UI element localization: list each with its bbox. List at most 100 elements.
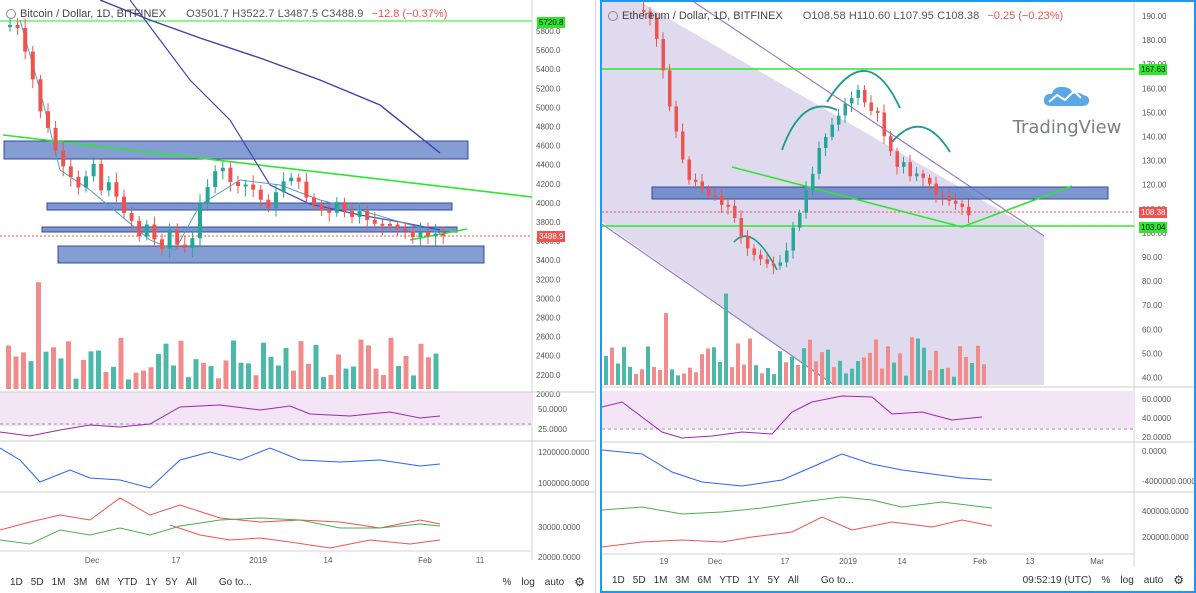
price-axis-label: 40.00 — [1142, 374, 1163, 383]
candle-body — [778, 262, 782, 266]
timeframe-ytd[interactable]: YTD — [117, 576, 138, 588]
rsi-line — [0, 404, 441, 437]
bitcoin-chart-canvas[interactable]: 5800.0 5600.0 5400.0 5200.0 5000.0 4800.0 4600… — [0, 0, 596, 571]
ma-fast — [19, 19, 441, 251]
timeframe-1d[interactable]: 1D — [612, 574, 625, 586]
timeframe-all[interactable]: All — [185, 576, 197, 588]
candle-body — [674, 106, 678, 132]
eye-icon[interactable] — [608, 11, 618, 21]
timeframe-1d[interactable]: 1D — [10, 576, 23, 588]
volume-bar — [958, 346, 962, 385]
volume-bar — [628, 366, 632, 385]
bitcoin-legend: Bitcoin / Dollar, 1D, BITFINEX O3501.7 H… — [6, 8, 447, 20]
timeframe-6m[interactable]: 6M — [697, 574, 712, 586]
volume-bar — [283, 348, 289, 389]
candle-body — [895, 151, 899, 167]
ethereum-chart-panel[interactable]: 190.00180.00170.00160.00150.00140.00130.… — [600, 0, 1196, 593]
volume-bar — [946, 367, 950, 385]
right-shoulder-arc — [891, 125, 951, 153]
timeframe-1y[interactable]: 1Y — [747, 574, 760, 586]
candle-body — [960, 203, 964, 207]
rsi-axis-label: 60.0000 — [1142, 395, 1171, 404]
percent-toggle[interactable]: % — [1101, 574, 1111, 586]
time-axis-label: 14 — [898, 557, 907, 566]
volume-bar — [336, 354, 341, 389]
timeframe-5y[interactable]: 5Y — [767, 574, 780, 586]
volume-bar — [178, 340, 184, 389]
timeframe-3m[interactable]: 3M — [675, 574, 690, 586]
volume-bar — [433, 353, 439, 389]
gear-icon[interactable]: ⚙ — [1173, 573, 1184, 587]
goto-button[interactable]: Go to... — [820, 574, 854, 586]
bitcoin-symbol[interactable]: Bitcoin / Dollar, 1D, BITFINEX — [20, 8, 167, 20]
volume-bar — [880, 368, 884, 385]
volume-bar — [868, 352, 872, 385]
volume-bar — [718, 361, 722, 385]
volume-bar — [73, 378, 79, 389]
timeframe-5d[interactable]: 5D — [30, 576, 44, 588]
volume-bar — [253, 375, 259, 389]
volume-bar — [910, 337, 914, 385]
percent-toggle[interactable]: % — [502, 576, 512, 588]
candle-body — [772, 263, 776, 266]
candle-body — [15, 24, 20, 28]
auto-toggle[interactable]: auto — [544, 576, 565, 588]
ethereum-last-price-tag: 108.38 — [1139, 207, 1168, 218]
gear-icon[interactable]: ⚙ — [574, 575, 585, 589]
log-toggle[interactable]: log — [521, 576, 535, 588]
price-axis-label: 5000.0 — [536, 103, 561, 112]
auto-toggle[interactable]: auto — [1143, 574, 1164, 586]
dmi-minus-line — [0, 517, 441, 545]
volume-bar — [916, 338, 920, 385]
timeframe-3m[interactable]: 3M — [73, 576, 88, 588]
timeframe-1y[interactable]: 1Y — [145, 576, 158, 588]
ethereum-symbol[interactable]: Ethereum / Dollar, 1D, BITFINEX — [622, 10, 783, 22]
volume-bar — [724, 293, 728, 385]
volume-bar — [313, 344, 319, 389]
candle-body — [243, 184, 248, 187]
candle-body — [220, 167, 225, 172]
price-axis-label: 3800.0 — [536, 218, 561, 227]
head-arc — [826, 70, 901, 109]
time-axis-label: Feb — [418, 556, 432, 565]
eye-icon[interactable] — [6, 9, 16, 19]
candle-body — [251, 184, 256, 190]
price-axis-label: 120.00 — [1142, 181, 1167, 190]
ethereum-change: −0.25 (−0.23%) — [987, 10, 1064, 22]
goto-button[interactable]: Go to... — [218, 576, 252, 588]
price-axis-label: 4600.0 — [536, 142, 561, 151]
volume-bar — [802, 348, 806, 385]
log-toggle[interactable]: log — [1120, 574, 1134, 586]
candle-body — [876, 110, 880, 113]
dmi-adx-line — [169, 524, 441, 549]
volume-bar — [186, 377, 191, 389]
utc-clock[interactable]: 09:52:19 (UTC) — [1022, 574, 1092, 586]
timeframe-ytd[interactable]: YTD — [719, 574, 740, 586]
candle-body — [296, 177, 301, 182]
volume-bar — [208, 366, 214, 389]
volume-bar — [381, 375, 386, 389]
volume-bar — [366, 345, 371, 389]
timeframe-1m[interactable]: 1M — [653, 574, 668, 586]
volume-bar — [742, 364, 746, 385]
candle-body — [804, 190, 808, 213]
volume-bar — [736, 343, 740, 385]
volume-bar — [820, 352, 824, 385]
candle-body — [198, 203, 202, 239]
volume-bar — [238, 362, 244, 389]
demand-zone — [57, 245, 485, 264]
volume-bar — [862, 357, 866, 385]
bitcoin-chart-panel[interactable]: 5800.0 5600.0 5400.0 5200.0 5000.0 4800.0 4600… — [0, 0, 596, 593]
candle-body — [342, 202, 347, 211]
timeframe-5y[interactable]: 5Y — [165, 576, 178, 588]
timeframe-1m[interactable]: 1M — [51, 576, 66, 588]
candle-body — [281, 181, 286, 193]
timeframe-6m[interactable]: 6M — [95, 576, 110, 588]
timeframe-5d[interactable]: 5D — [632, 574, 646, 586]
timeframe-all[interactable]: All — [787, 574, 799, 586]
volume-bar — [418, 343, 424, 389]
volume-bar — [604, 355, 608, 385]
volume-bar — [772, 374, 776, 385]
candle-body — [106, 182, 111, 191]
ethereum-chart-canvas[interactable]: 190.00180.00170.00160.00150.00140.00130.… — [602, 2, 1194, 569]
